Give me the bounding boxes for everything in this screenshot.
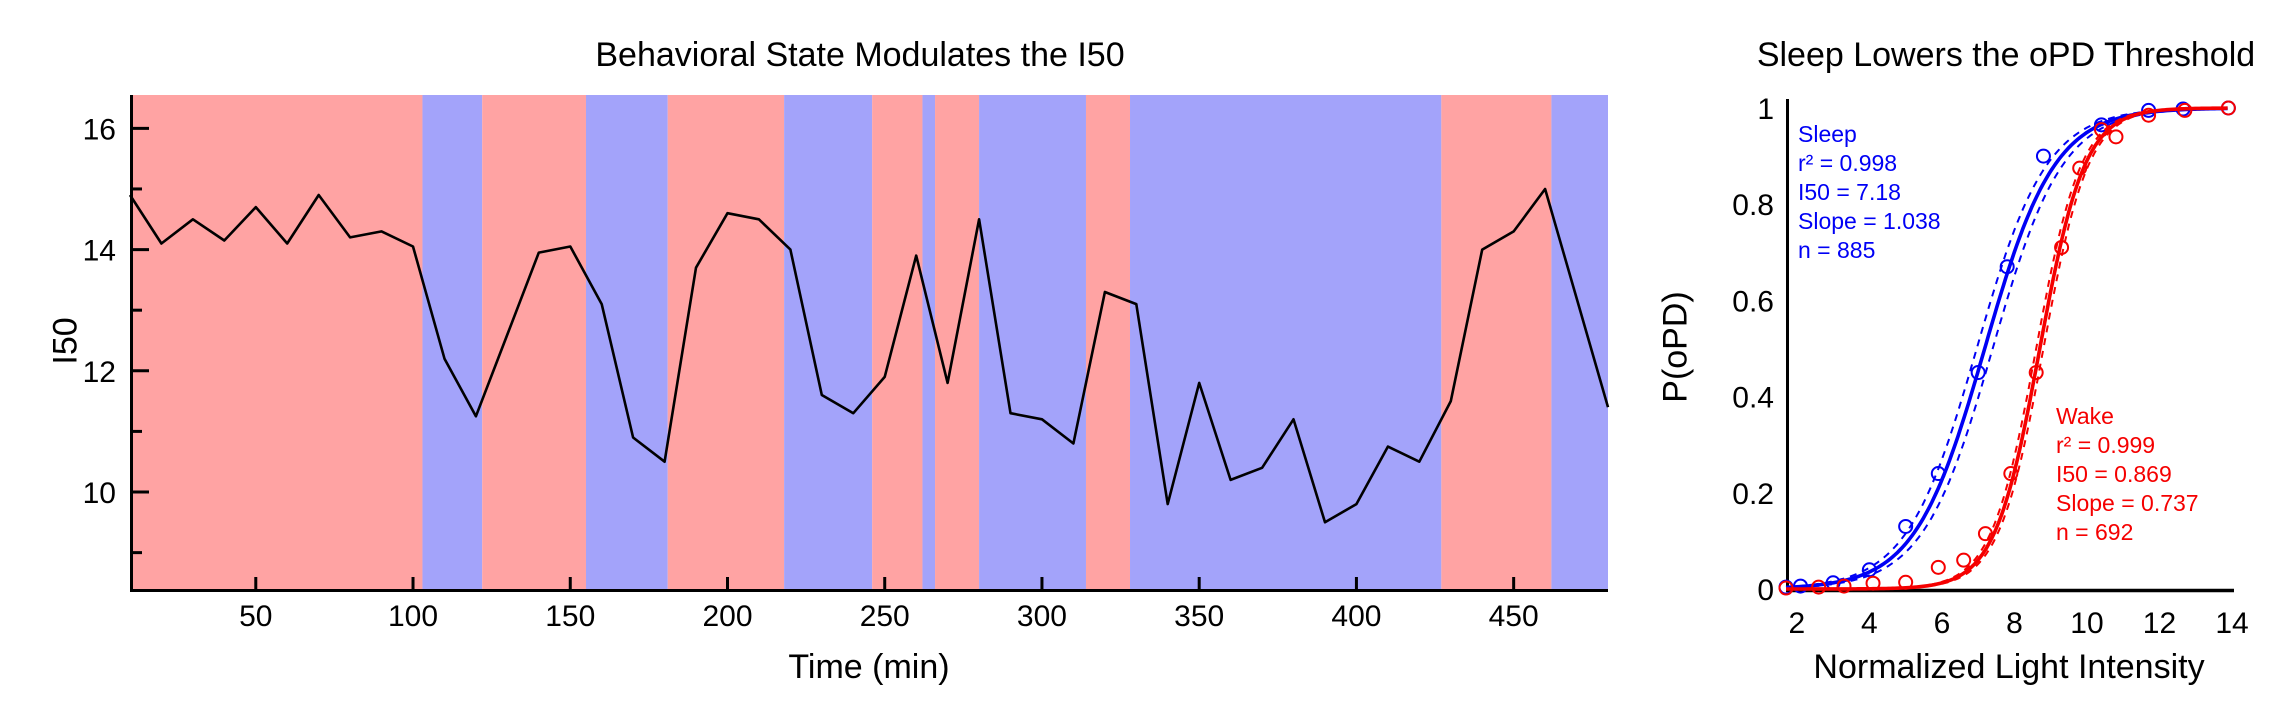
wake-annotation-line: Slope = 0.737: [2056, 490, 2199, 516]
left-chart: 10 12 14 16 50 100 150 200 250 300 350 400 450: [83, 95, 1610, 633]
wake-band: [1441, 95, 1552, 589]
wake-data-marker: [1898, 574, 1914, 590]
wake-data-marker: [2054, 239, 2070, 255]
left-chart-title: Behavioral State Modulates the I50: [595, 36, 1125, 74]
wake-data-marker: [1836, 578, 1852, 594]
wake-data-marker: [2177, 102, 2193, 118]
y-tick-label: 14: [83, 235, 116, 268]
wake-data-marker: [2003, 466, 2019, 482]
sleep-band: [1130, 95, 1442, 589]
wake-data-marker: [2141, 107, 2157, 123]
y-tick-label: 10: [83, 477, 116, 510]
x-tick-label: 4: [1861, 607, 1878, 640]
sleep-band: [585, 95, 668, 589]
x-tick-label: 50: [239, 600, 272, 633]
wake-data-marker: [2108, 129, 2124, 145]
x-tick-label: 100: [388, 600, 438, 633]
right-chart-xlabel: Normalized Light Intensity: [1813, 648, 2205, 686]
y-tick-label: 0: [1757, 574, 1774, 607]
wake-band: [482, 95, 586, 589]
sleep-fit-annotation: Sleep r² = 0.998 I50 = 7.18 Slope = 1.03…: [1798, 120, 1941, 265]
y-tick-label: 16: [83, 113, 116, 146]
y-tick-label: 12: [83, 356, 116, 389]
sleep-data-marker: [1861, 562, 1877, 578]
left-chart-ylabel: I50: [46, 317, 85, 365]
wake-data-marker: [1977, 526, 1993, 542]
sleep-annotation-line: Slope = 1.038: [1798, 208, 1941, 234]
sleep-data-marker: [1970, 365, 1986, 381]
sleep-band: [784, 95, 873, 589]
wake-band: [935, 95, 980, 589]
wake-annotation-line: I50 = 0.869: [2056, 461, 2172, 487]
right-chart: 00.20.40.60.812 4 6 8 10 12 14: [1732, 93, 2248, 640]
sleep-band: [922, 95, 936, 589]
sleep-band: [422, 95, 483, 589]
sleep-annotation-line: I50 = 7.18: [1798, 179, 1901, 205]
right-chart-ylabel: P(oPD): [1656, 291, 1695, 403]
sleep-data-marker: [1793, 578, 1809, 594]
wake-data-marker: [2028, 365, 2044, 381]
x-tick-label: 350: [1174, 600, 1224, 633]
wake-data-marker: [1778, 580, 1794, 596]
wake-data-marker: [2072, 160, 2088, 176]
right-chart-title: Sleep Lowers the oPD Threshold: [1756, 36, 2256, 74]
x-tick-label: 150: [545, 600, 595, 633]
x-tick-label: 10: [2070, 607, 2103, 640]
sleep-band: [1551, 95, 1608, 589]
x-tick-label: 14: [2215, 607, 2248, 640]
y-tick-label: 0.6: [1732, 285, 1774, 318]
x-tick-label: 12: [2143, 607, 2176, 640]
wake-data-marker: [1956, 552, 1972, 568]
y-tick-label: 0.8: [1732, 189, 1774, 222]
x-tick-label: 6: [1934, 607, 1951, 640]
sleep-data-marker: [1898, 518, 1914, 534]
i50-trace-line: [128, 187, 1610, 524]
sleep-annotation-line: r² = 0.998: [1798, 150, 1898, 176]
wake-band: [667, 95, 785, 589]
y-tick-label: 1: [1757, 93, 1774, 126]
wake-data-marker: [2093, 122, 2109, 138]
left-chart-xlabel: Time (min): [788, 648, 950, 686]
x-tick-label: 2: [1789, 607, 1806, 640]
wake-band: [130, 95, 423, 589]
wake-data-marker: [2220, 100, 2236, 116]
y-tick-label: 0.2: [1732, 478, 1774, 511]
wake-psychometric-curve: [1778, 100, 2236, 596]
sleep-data-marker: [1930, 466, 1946, 482]
wake-data-marker: [1930, 559, 1946, 575]
x-tick-label: 200: [702, 600, 752, 633]
sleep-data-marker: [2035, 148, 2051, 164]
sleep-data-marker: [1999, 259, 2015, 275]
x-tick-label: 400: [1331, 600, 1381, 633]
sleep-data-marker: [2093, 117, 2109, 133]
x-tick-label: 250: [860, 600, 910, 633]
wake-band: [872, 95, 923, 589]
x-tick-label: 300: [1017, 600, 1067, 633]
wake-data-marker: [1811, 579, 1827, 595]
sleep-band: [979, 95, 1086, 589]
sleep-annotation-line: n = 885: [1798, 237, 1876, 263]
wake-annotation-line: r² = 0.999: [2056, 432, 2156, 458]
wake-data-marker: [1865, 575, 1881, 591]
wake-fit-annotation: Wake r² = 0.999 I50 = 0.869 Slope = 0.73…: [2056, 402, 2199, 547]
sleep-annotation-line: Sleep: [1798, 121, 1857, 147]
wake-band: [1085, 95, 1131, 589]
wake-annotation-line: Wake: [2056, 403, 2114, 429]
wake-annotation-line: n = 692: [2056, 519, 2134, 545]
y-tick-label: 0.4: [1732, 382, 1774, 415]
x-tick-label: 8: [2006, 607, 2023, 640]
x-tick-label: 450: [1489, 600, 1539, 633]
